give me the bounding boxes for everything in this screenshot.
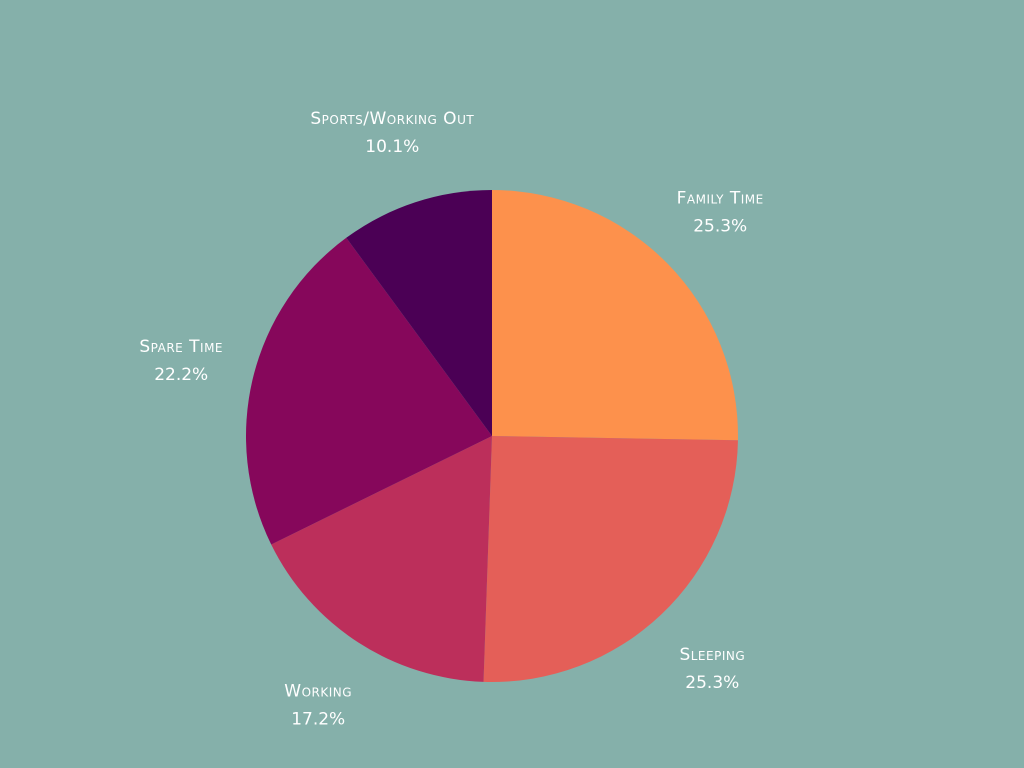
pie-slices [246, 190, 738, 682]
slice-value: 10.1% [365, 137, 419, 157]
pie-slice-sleeping [483, 436, 738, 682]
slice-value: 17.2% [291, 710, 345, 730]
slice-label: Spare Time [139, 337, 223, 357]
slice-value: 25.3% [693, 217, 747, 237]
slice-label: Family Time [677, 189, 764, 209]
pie-slice-family-time [492, 190, 738, 441]
pie-labels: Family Time 25.3% Sleeping 25.3% Working 17.2… [139, 109, 763, 730]
slice-label: Sleeping [679, 645, 745, 665]
slice-label: Sports/Working Out [310, 109, 474, 129]
slice-label: Working [284, 682, 352, 702]
pie-slice-spare-time [246, 237, 492, 545]
slice-value: 25.3% [685, 673, 739, 693]
slice-value: 22.2% [154, 365, 208, 385]
pie-slice-working [271, 436, 492, 682]
pie-slice-sports-working-out [346, 190, 492, 436]
